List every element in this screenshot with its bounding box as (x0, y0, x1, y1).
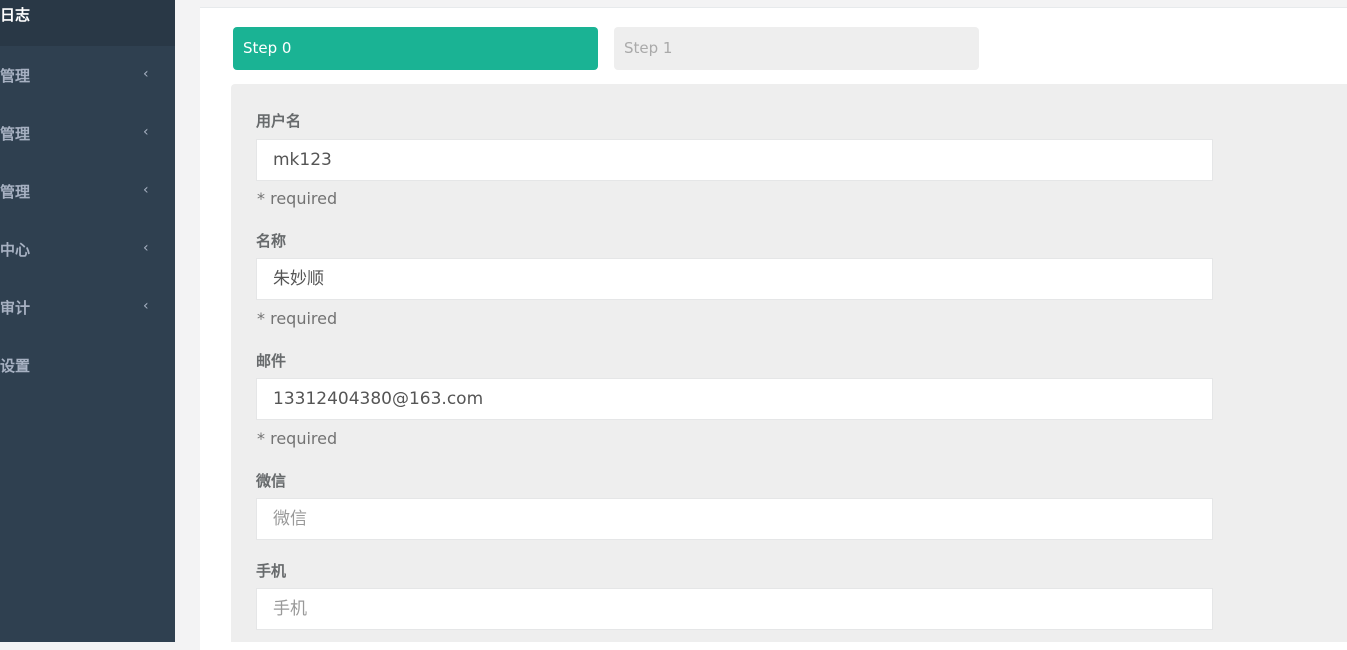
text-input[interactable]: 手机 (256, 588, 1213, 630)
text-input[interactable]: 朱妙顺 (256, 258, 1213, 300)
field-label: 名称 (256, 232, 287, 250)
chevron-icon: ‹ (143, 66, 149, 82)
field-label: 用户名 (256, 112, 302, 130)
field-label: 手机 (256, 562, 287, 580)
help-text: * required (257, 189, 338, 208)
sidebar: 日志 管理 管理 管理 中心 审计 设置 ‹ ‹ ‹ ‹ ‹ (0, 0, 175, 642)
chevron-icon: ‹ (143, 182, 149, 198)
nav-item[interactable]: 中心 (0, 241, 31, 259)
chevron-icon: ‹ (143, 124, 149, 140)
nav-item[interactable]: 管理 (0, 125, 31, 143)
step-tab[interactable]: Step 0 (233, 27, 598, 70)
nav-item[interactable]: 管理 (0, 67, 31, 85)
step-tab[interactable]: Step 1 (614, 27, 979, 70)
text-input[interactable]: 13312404380@163.com (256, 378, 1213, 420)
field-label: 邮件 (256, 352, 287, 370)
nav-item[interactable]: 审计 (0, 299, 31, 317)
chevron-icon: ‹ (143, 298, 149, 314)
text-input[interactable]: 微信 (256, 498, 1213, 540)
active-nav-bg (0, 0, 175, 46)
nav-item[interactable]: 设置 (0, 357, 31, 375)
text-input[interactable]: mk123 (256, 139, 1213, 181)
chevron-icon: ‹ (143, 240, 149, 256)
help-text: * required (257, 309, 338, 328)
field-label: 微信 (256, 472, 287, 490)
help-text: * required (257, 429, 338, 448)
nav-item[interactable]: 管理 (0, 183, 31, 201)
nav-item[interactable]: 日志 (0, 6, 31, 24)
